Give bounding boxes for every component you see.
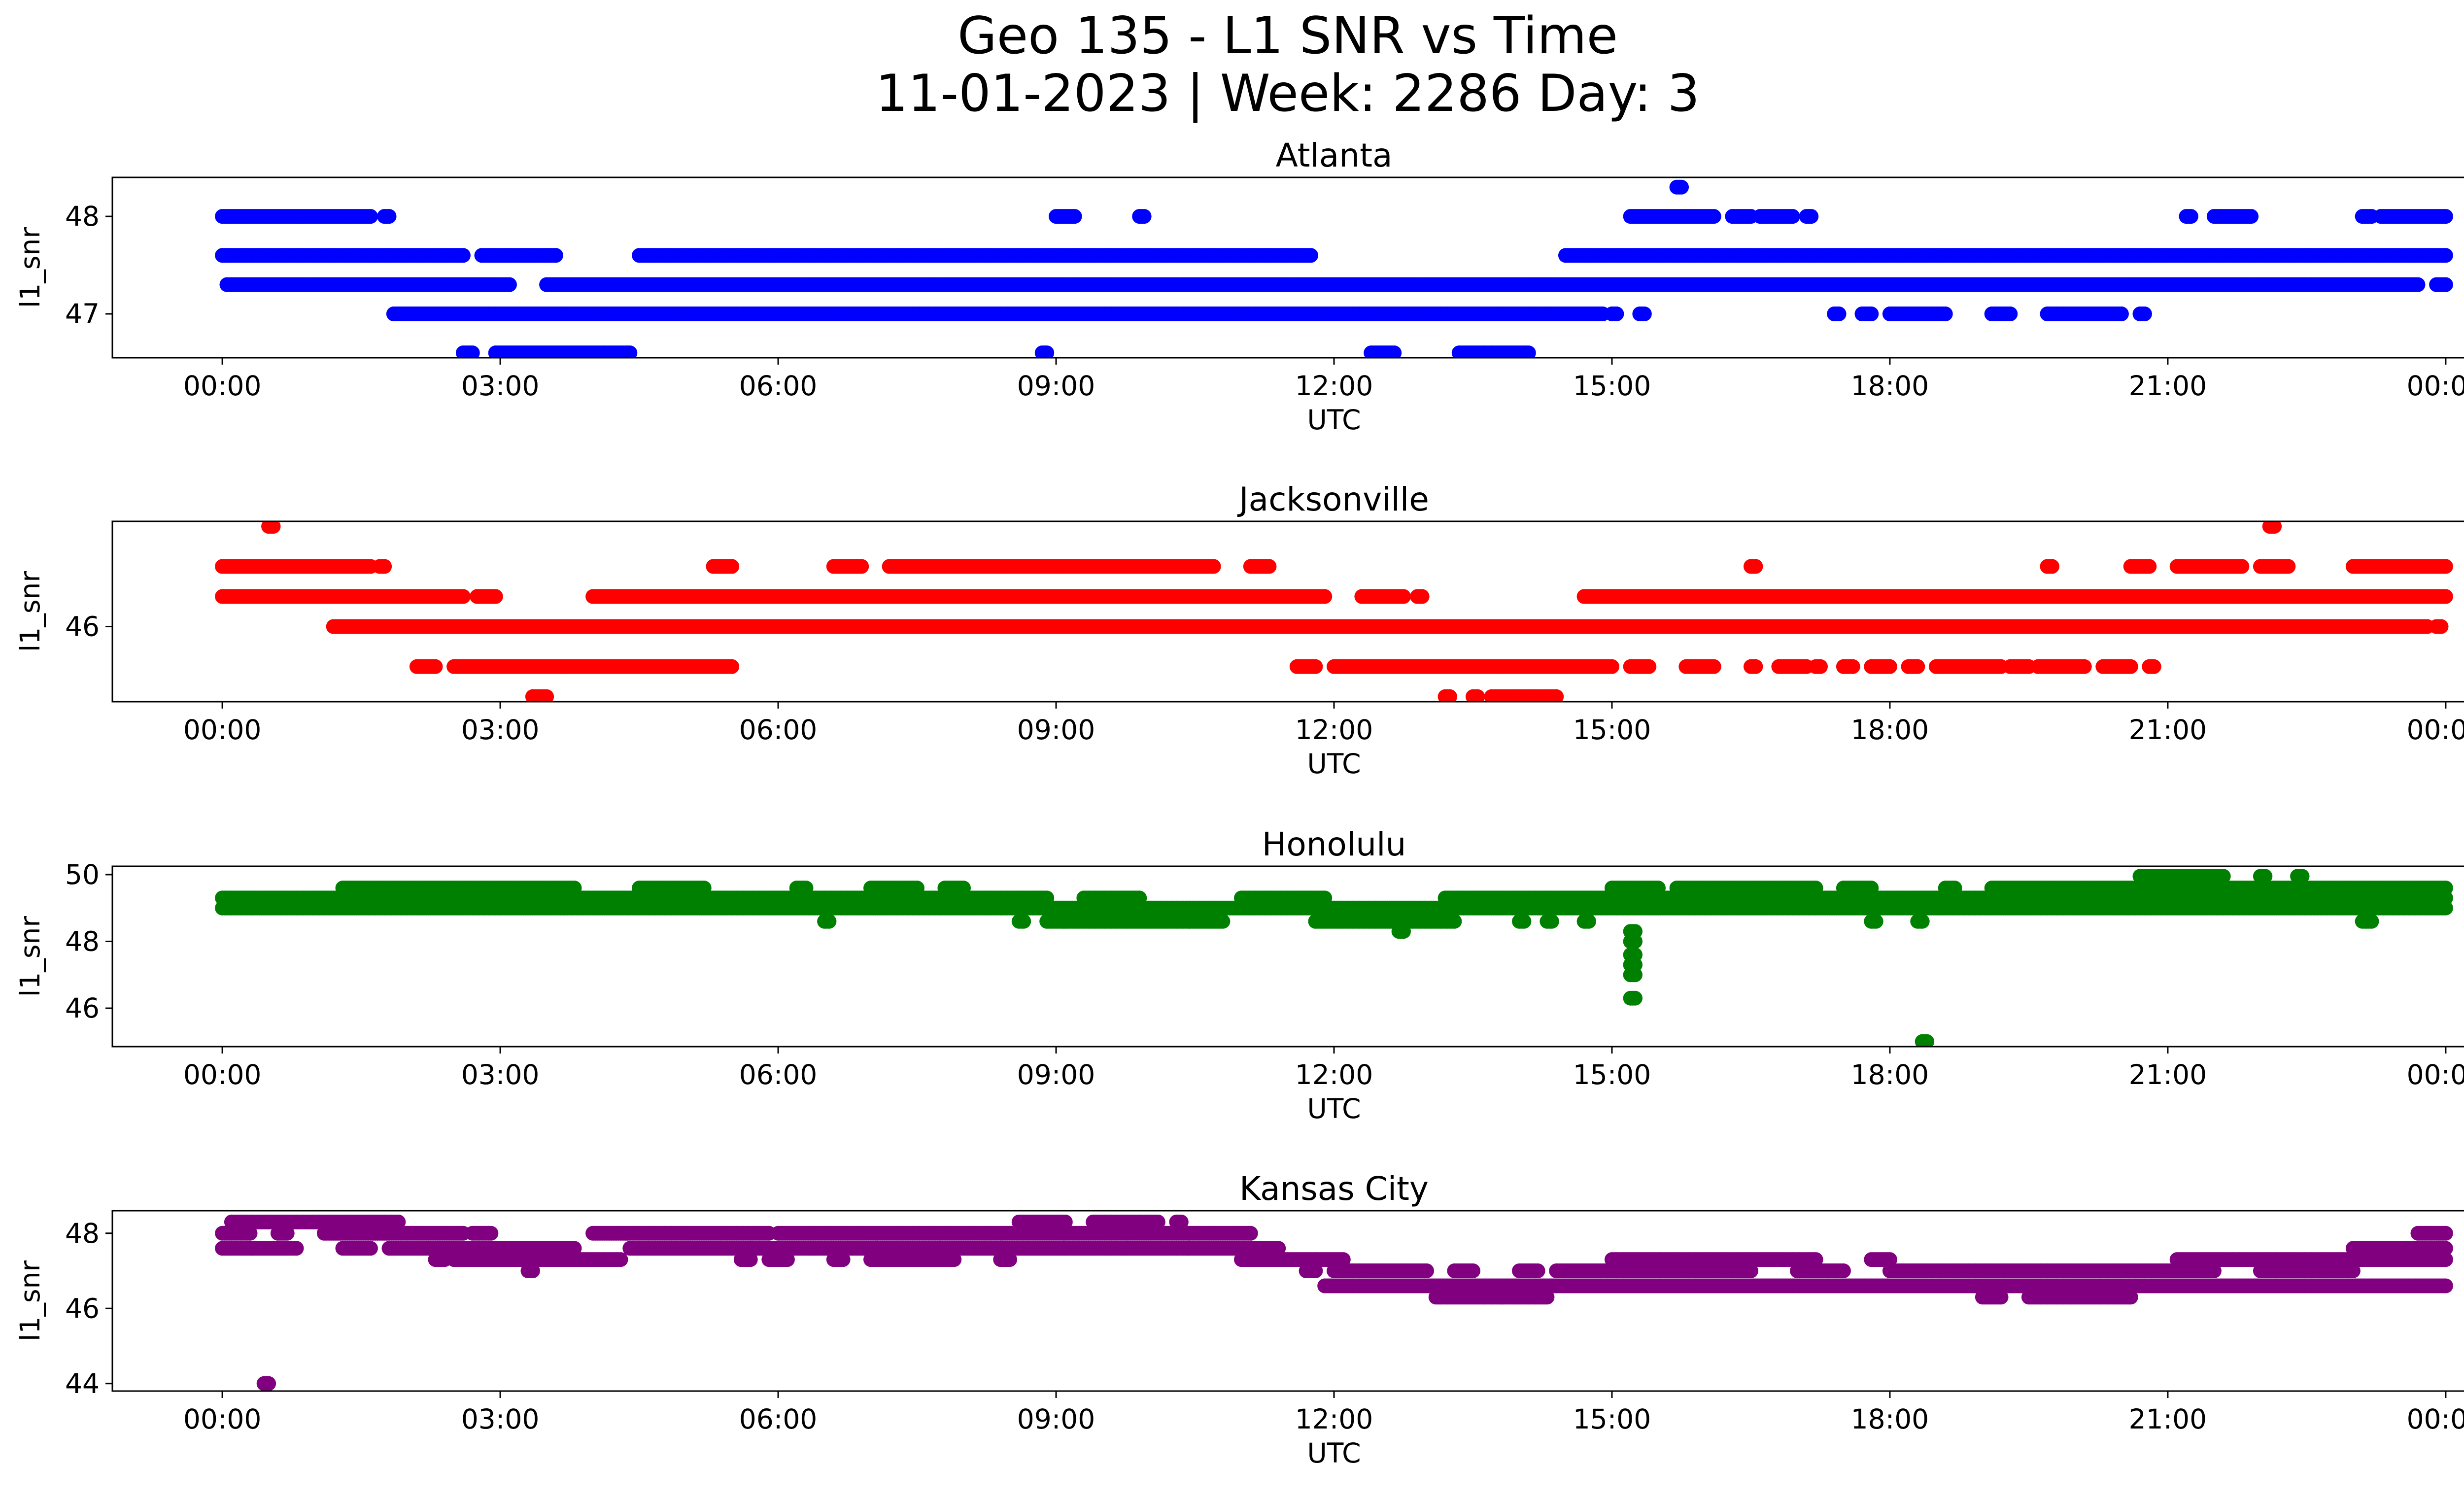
data-point: [1804, 209, 1818, 224]
data-point: [2281, 559, 2295, 574]
data-point: [1137, 209, 1152, 224]
data-point: [2438, 589, 2453, 604]
x-tick-label: 18:00: [1851, 370, 1929, 402]
x-tick-label: 09:00: [1017, 370, 1095, 402]
data-point: [1674, 180, 1689, 195]
data-point: [1785, 209, 1800, 224]
data-point: [382, 209, 397, 224]
data-point: [548, 248, 563, 263]
data-point: [2438, 248, 2453, 263]
x-tick-label: 03:00: [461, 370, 540, 402]
data-point: [724, 659, 739, 674]
data-point: [377, 559, 392, 574]
x-tick-label: 06:00: [739, 370, 818, 402]
data-point: [2438, 277, 2453, 292]
data-point: [2411, 277, 2426, 292]
data-point: [1262, 559, 1276, 574]
axes-frame: [112, 177, 2464, 358]
data-point: [1609, 306, 1624, 321]
data-point: [1396, 589, 1411, 604]
data-point: [854, 559, 869, 574]
x-tick-label: 12:00: [1295, 370, 1373, 402]
data-point: [1415, 589, 1430, 604]
data-point: [2045, 559, 2059, 574]
figure-title-line-1: Geo 135 - L1 SNR vs Time: [958, 6, 1618, 66]
x-tick-label: 21:00: [2129, 370, 2207, 402]
data-point: [502, 277, 517, 292]
y-axis-label: l1_snr: [14, 227, 46, 308]
data-point: [2434, 619, 2449, 634]
data-point: [1637, 306, 1652, 321]
data-point: [1303, 248, 1318, 263]
data-point: [428, 659, 443, 674]
data-point: [1308, 659, 1323, 674]
data-point: [488, 589, 503, 604]
series-markers: [215, 519, 2453, 704]
data-point: [1317, 589, 1332, 604]
data-point: [2438, 209, 2453, 224]
data-point: [2137, 306, 2152, 321]
data-point: [1864, 306, 1879, 321]
data-point: [1707, 209, 1721, 224]
data-point: [2234, 559, 2249, 574]
x-tick-label: 15:00: [1573, 370, 1651, 402]
data-point: [2114, 306, 2129, 321]
x-tick-label: 00:00: [183, 370, 262, 402]
series-markers: [215, 180, 2453, 360]
x-axis-label: UTC: [1307, 404, 1361, 436]
figure-title-line-2: 11-01-2023 | Week: 2286 Day: 3: [876, 64, 1700, 123]
data-point: [2184, 209, 2198, 224]
data-point: [1938, 306, 1953, 321]
data-point: [1832, 306, 1847, 321]
data-point: [2142, 559, 2156, 574]
subplot-panels: Atlanta 00:00 03:00 06:00 09:00 12:00 15:00 18:…: [14, 136, 2464, 1469]
subplot-atlanta: Atlanta 00:00 03:00 06:00 09:00 12:00 15:00 18:…: [14, 136, 2464, 436]
data-point: [2438, 559, 2453, 574]
y-tick-label: 47: [65, 298, 100, 330]
subplot-title: Jacksonville: [1237, 480, 1429, 518]
subplot-title: Atlanta: [1276, 136, 1393, 174]
data-point: [456, 589, 471, 604]
data-point: [1748, 559, 1763, 574]
data-point: [1206, 559, 1221, 574]
data-point: [1067, 209, 1082, 224]
data-point: [456, 248, 471, 263]
data-point: [363, 209, 378, 224]
y-tick-label: 48: [65, 201, 100, 232]
x-tick-label: 00:00: [2407, 370, 2464, 402]
data-point: [724, 559, 739, 574]
data-point: [2003, 306, 2018, 321]
data-point: [2244, 209, 2259, 224]
